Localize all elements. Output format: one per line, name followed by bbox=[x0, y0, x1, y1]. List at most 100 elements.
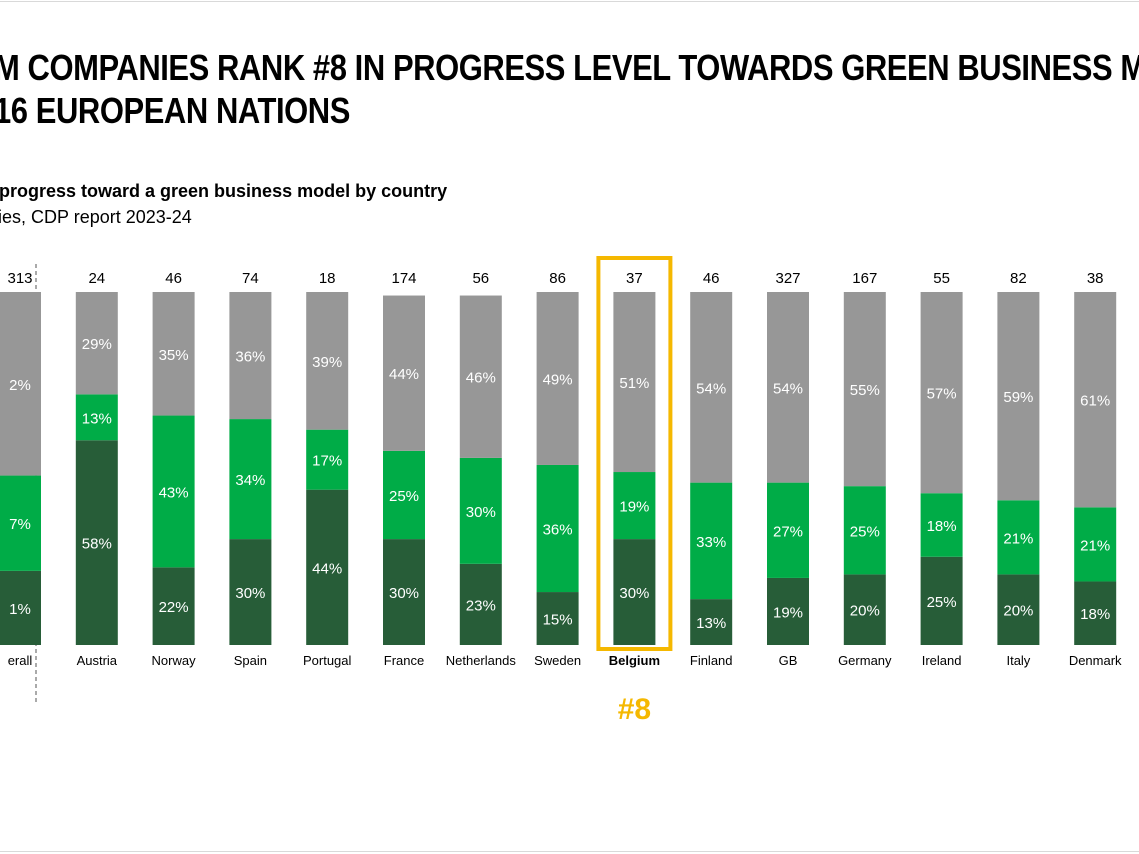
data-label-denmark-2: 21% bbox=[1080, 537, 1110, 554]
count-label-ireland: 55 bbox=[933, 270, 950, 287]
count-label-france: 174 bbox=[391, 270, 416, 287]
data-label-austria-3: 29% bbox=[82, 336, 112, 353]
data-label-austria-2: 13% bbox=[82, 410, 112, 427]
bar-segment-netherlands-3 bbox=[459, 295, 502, 458]
category-label-finland: Finland bbox=[690, 653, 733, 668]
title-line-1: M COMPANIES RANK #8 IN PROGRESS LEVEL TO… bbox=[0, 47, 1139, 88]
data-label-overall-2: 7% bbox=[9, 516, 31, 533]
data-label-belgium-2: 19% bbox=[619, 499, 649, 516]
data-label-ireland-1: 25% bbox=[927, 594, 957, 611]
bar-segment-spain-3 bbox=[229, 292, 272, 420]
category-label-spain: Spain bbox=[234, 653, 267, 668]
bar-segment-germany-2 bbox=[843, 486, 886, 575]
bar-segment-italy-3 bbox=[997, 292, 1040, 501]
data-label-finland-1: 13% bbox=[696, 615, 726, 632]
bar-segment-austria-3 bbox=[75, 292, 118, 395]
count-label-austria: 24 bbox=[88, 270, 105, 287]
page-title: M COMPANIES RANK #8 IN PROGRESS LEVEL TO… bbox=[0, 46, 1139, 132]
count-label-overall: 313 bbox=[7, 270, 32, 287]
count-label-sweden: 86 bbox=[549, 270, 566, 287]
category-label-portugal: Portugal bbox=[303, 653, 352, 668]
data-label-france-1: 30% bbox=[389, 585, 419, 602]
bar-segment-italy-2 bbox=[997, 500, 1040, 575]
title-line-2: 16 EUROPEAN NATIONS bbox=[0, 90, 350, 131]
bar-segment-denmark-3 bbox=[1074, 292, 1117, 508]
data-label-italy-2: 21% bbox=[1003, 530, 1033, 547]
data-label-belgium-1: 30% bbox=[619, 585, 649, 602]
data-label-finland-2: 33% bbox=[696, 534, 726, 551]
bar-segment-belgium-2 bbox=[613, 472, 656, 540]
bar-segment-netherlands-1 bbox=[459, 563, 502, 645]
count-label-denmark: 38 bbox=[1087, 270, 1104, 287]
data-label-sweden-2: 36% bbox=[543, 522, 573, 539]
data-label-norway-3: 35% bbox=[159, 347, 189, 364]
highlight-box bbox=[596, 256, 673, 651]
count-label-norway: 46 bbox=[165, 270, 182, 287]
data-label-spain-3: 36% bbox=[235, 349, 265, 366]
bar-segment-austria-1 bbox=[75, 440, 118, 645]
category-label-denmark: Denmark bbox=[1069, 653, 1122, 668]
bar-segment-portugal-3 bbox=[306, 292, 349, 430]
count-label-netherlands: 56 bbox=[472, 270, 489, 287]
bar-segment-ireland-2 bbox=[920, 493, 963, 557]
data-label-austria-1: 58% bbox=[82, 536, 112, 553]
data-label-portugal-3: 39% bbox=[312, 354, 342, 371]
count-label-gb: 327 bbox=[775, 270, 800, 287]
bar-segment-sweden-2 bbox=[536, 464, 579, 593]
bar-segment-gb-3 bbox=[767, 292, 809, 483]
data-label-finland-3: 54% bbox=[696, 380, 726, 397]
category-label-overall: erall bbox=[8, 653, 33, 668]
category-label-germany: Germany bbox=[838, 653, 892, 668]
bar-segment-denmark-2 bbox=[1074, 507, 1117, 582]
bar-segment-belgium-3 bbox=[613, 292, 656, 473]
count-label-belgium: 37 bbox=[626, 270, 643, 287]
count-label-spain: 74 bbox=[242, 270, 259, 287]
data-label-gb-1: 19% bbox=[773, 604, 803, 621]
top-border bbox=[0, 1, 1139, 2]
data-label-spain-1: 30% bbox=[235, 585, 265, 602]
data-label-germany-3: 55% bbox=[850, 382, 880, 399]
data-label-italy-3: 59% bbox=[1003, 389, 1033, 406]
bar-segment-belgium-1 bbox=[613, 539, 656, 645]
data-label-sweden-1: 15% bbox=[543, 612, 573, 629]
chart-subtitle: f progress toward a green business model… bbox=[0, 178, 447, 230]
data-label-italy-1: 20% bbox=[1003, 603, 1033, 620]
bar-segment-norway-1 bbox=[152, 567, 195, 645]
category-label-norway: Norway bbox=[152, 653, 197, 668]
data-label-gb-3: 54% bbox=[773, 380, 803, 397]
data-label-ireland-3: 57% bbox=[927, 386, 957, 403]
category-label-austria: Austria bbox=[77, 653, 118, 668]
bar-segment-overall-3 bbox=[0, 292, 41, 476]
bar-segment-france-1 bbox=[383, 539, 425, 645]
category-label-netherlands: Netherlands bbox=[446, 653, 517, 668]
data-label-germany-1: 20% bbox=[850, 603, 880, 620]
bar-segment-norway-2 bbox=[152, 415, 195, 568]
category-label-italy: Italy bbox=[1006, 653, 1030, 668]
data-label-france-3: 44% bbox=[389, 366, 419, 383]
category-label-ireland: Ireland bbox=[922, 653, 962, 668]
bar-segment-gb-1 bbox=[767, 577, 809, 645]
bar-segment-netherlands-2 bbox=[459, 457, 502, 564]
bar-segment-norway-3 bbox=[152, 292, 195, 416]
bar-segment-germany-3 bbox=[843, 292, 886, 487]
bar-segment-spain-1 bbox=[229, 539, 272, 645]
data-label-spain-2: 34% bbox=[235, 472, 265, 489]
bar-segment-spain-2 bbox=[229, 419, 272, 540]
data-label-netherlands-1: 23% bbox=[466, 597, 496, 614]
count-label-finland: 46 bbox=[703, 270, 720, 287]
data-label-overall-1: 1% bbox=[9, 601, 31, 618]
data-label-norway-1: 22% bbox=[159, 599, 189, 616]
data-label-portugal-1: 44% bbox=[312, 560, 342, 577]
subtitle-line-2: nies, CDP report 2023-24 bbox=[0, 207, 192, 227]
bottom-border bbox=[0, 851, 1139, 852]
bar-segment-finland-1 bbox=[690, 599, 733, 645]
category-label-gb: GB bbox=[779, 653, 798, 668]
bar-segment-sweden-3 bbox=[536, 292, 579, 465]
bar-segment-france-3 bbox=[383, 295, 425, 451]
data-label-denmark-3: 61% bbox=[1080, 393, 1110, 410]
data-label-ireland-2: 18% bbox=[927, 518, 957, 535]
bar-segment-france-2 bbox=[383, 450, 425, 540]
count-label-portugal: 18 bbox=[319, 270, 336, 287]
data-label-sweden-3: 49% bbox=[543, 371, 573, 388]
